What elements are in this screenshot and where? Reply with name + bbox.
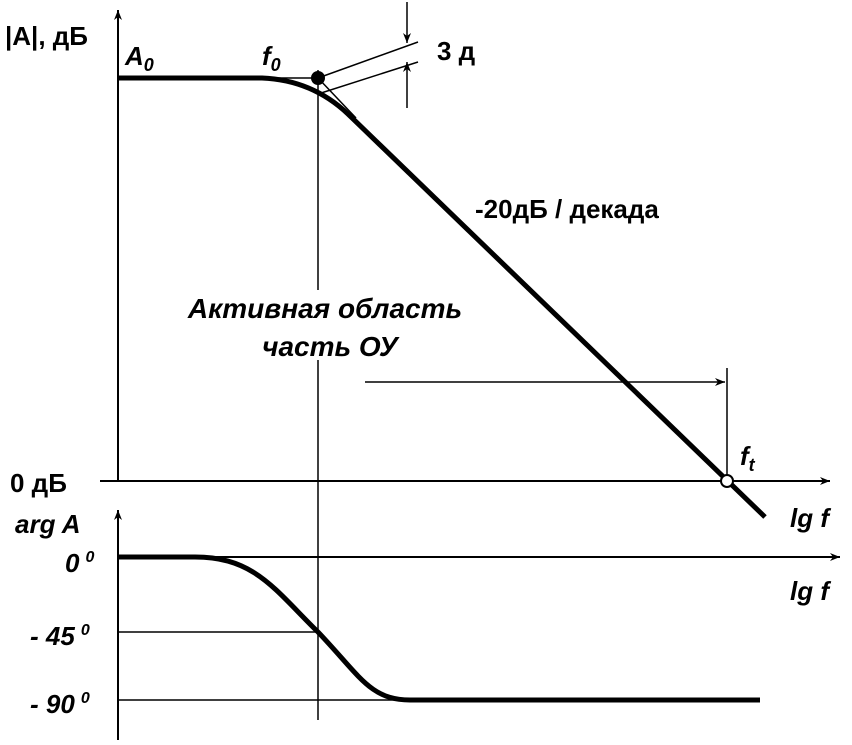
ft-main: f	[740, 441, 751, 471]
mag-x-label: lg f	[790, 503, 831, 533]
phase-tick: - 45 0	[30, 621, 90, 651]
phase-tick-sup: 0	[81, 690, 90, 707]
f0-point	[311, 71, 325, 85]
corner-main: f	[262, 41, 273, 71]
phase-curve	[118, 554, 760, 703]
phase-tick: - 90 0	[30, 689, 90, 719]
dim-line	[317, 61, 419, 95]
phase-tick-value: 0	[65, 548, 80, 578]
gain-label: A0	[124, 41, 154, 75]
slope-label: -20дБ / декада	[475, 194, 659, 224]
phase-tick-value: - 45	[30, 621, 75, 651]
magnitude-curve	[118, 75, 767, 519]
corner-label: f0	[262, 41, 281, 75]
gain-main: A	[124, 41, 144, 71]
region-label: часть ОУ	[262, 331, 400, 362]
gain-sub: 0	[144, 55, 154, 75]
drop-label: 3 д	[437, 36, 476, 66]
phase-axis-label: arg A	[15, 509, 81, 539]
phase-tick-value: - 90	[30, 689, 75, 719]
phase-tick-sup: 0	[85, 549, 94, 566]
ft-sub: t	[749, 455, 756, 475]
phase-x-label: lg f	[790, 576, 831, 606]
ft-label: ft	[740, 441, 756, 475]
corner-sub: 0	[271, 55, 281, 75]
ft-point	[720, 474, 734, 488]
zero-db-label: 0 дБ	[10, 468, 67, 498]
dim-line	[317, 41, 419, 79]
phase-tick-sup: 0	[81, 622, 90, 639]
region-label: Активная область	[187, 293, 462, 324]
mag-axis-label: |A|, дБ	[5, 21, 88, 51]
label-bg	[160, 290, 490, 360]
